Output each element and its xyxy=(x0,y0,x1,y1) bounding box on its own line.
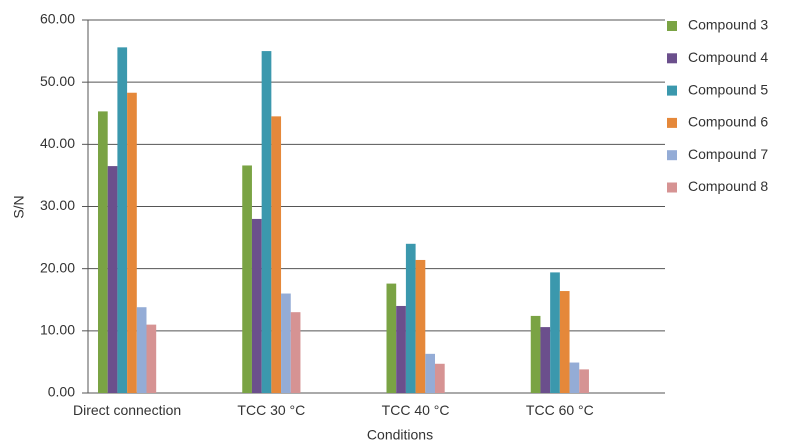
x-tick-label: TCC 60 °C xyxy=(525,402,594,418)
y-tick-label: 20.00 xyxy=(40,259,75,275)
legend-label: Compound 4 xyxy=(688,49,768,65)
legend-swatch xyxy=(667,53,677,64)
legend-label: Compound 8 xyxy=(688,178,768,194)
bar xyxy=(530,315,541,393)
bar xyxy=(559,291,570,393)
x-tick-label: TCC 40 °C xyxy=(381,402,450,418)
legend-label: Compound 3 xyxy=(688,17,768,33)
bar xyxy=(550,272,560,393)
y-tick-label: 40.00 xyxy=(40,135,75,151)
bar xyxy=(386,283,397,393)
legend-swatch xyxy=(667,117,677,128)
bar xyxy=(569,362,580,393)
bar xyxy=(136,307,147,393)
bar xyxy=(415,259,426,393)
bar xyxy=(261,51,272,393)
x-tick-label: TCC 30 °C xyxy=(237,402,306,418)
bar xyxy=(107,166,118,393)
bar xyxy=(290,312,301,393)
legend-swatch xyxy=(667,85,677,96)
legend-swatch xyxy=(667,150,677,161)
y-tick-label: 30.00 xyxy=(40,197,75,213)
legend-swatch xyxy=(667,182,677,193)
y-tick-label: 60.00 xyxy=(40,11,75,27)
bar xyxy=(396,305,406,393)
bar xyxy=(242,165,252,393)
y-tick-label: 0.00 xyxy=(48,384,75,400)
legend-label: Compound 7 xyxy=(688,146,768,162)
bar xyxy=(540,327,551,393)
y-tick-label: 10.00 xyxy=(40,322,75,338)
bar xyxy=(425,353,435,393)
bar xyxy=(435,363,445,393)
bar xyxy=(146,324,157,393)
legend-label: Compound 6 xyxy=(688,114,768,130)
y-axis-title: S/N xyxy=(11,195,27,218)
bar xyxy=(251,218,262,393)
x-axis-title: Conditions xyxy=(367,427,433,443)
bar xyxy=(405,243,416,393)
bar xyxy=(281,293,291,393)
x-tick-label: Direct connection xyxy=(73,402,182,418)
bar xyxy=(127,92,137,394)
y-tick-label: 50.00 xyxy=(40,73,75,89)
legend-label: Compound 5 xyxy=(688,81,768,97)
bar xyxy=(98,111,108,393)
bar xyxy=(271,116,282,393)
legend-swatch xyxy=(667,21,677,31)
bar xyxy=(579,369,589,393)
bar xyxy=(117,47,128,393)
